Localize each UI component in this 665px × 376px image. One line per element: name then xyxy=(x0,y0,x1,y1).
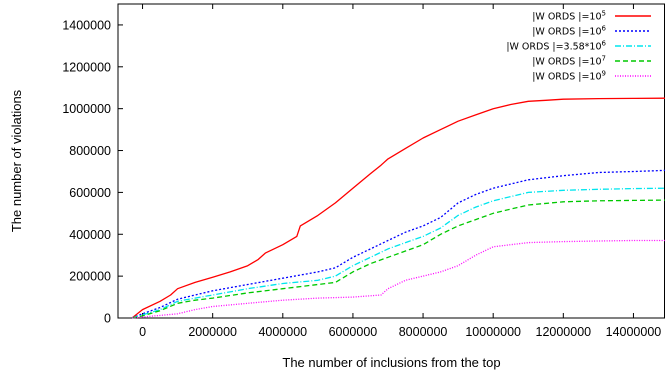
series-line-2 xyxy=(131,169,665,319)
x-tick-label: 14000000 xyxy=(606,325,662,339)
x-tick-label: 10000000 xyxy=(465,325,521,339)
x-tick-label: 2000000 xyxy=(188,325,237,339)
legend-label-3: |W ORDS |=3.58*106 xyxy=(506,40,606,53)
legend-label-text: |W ORDS |=10 xyxy=(532,57,601,68)
x-tick-label: 6000000 xyxy=(329,325,378,339)
series-line-4 xyxy=(131,199,665,319)
legend-label-exponent: 9 xyxy=(602,70,606,78)
series-line-3 xyxy=(131,187,665,319)
y-tick-label: 400000 xyxy=(69,228,111,242)
series-layer xyxy=(131,97,665,319)
legend-label-text: |W ORDS |=10 xyxy=(532,72,601,83)
legend-label-text: |W ORDS |=10 xyxy=(532,27,601,38)
y-tick-label: 1200000 xyxy=(62,60,111,74)
legend-label-exponent: 6 xyxy=(602,25,607,33)
legend-label-exponent: 6 xyxy=(602,40,607,48)
y-tick-label: 200000 xyxy=(69,270,111,284)
y-axis-label: The number of violations xyxy=(9,89,24,232)
y-tick-label: 800000 xyxy=(69,144,111,158)
y-tick-label: 0 xyxy=(104,312,111,326)
x-tick-label: 0 xyxy=(139,325,146,339)
legend-label-2: |W ORDS |=106 xyxy=(532,25,606,38)
y-tick-label: 600000 xyxy=(69,186,111,200)
legend-label-exponent: 7 xyxy=(602,55,606,63)
legend-label-exponent: 5 xyxy=(602,10,606,18)
y-tick-label: 1400000 xyxy=(62,18,111,32)
legend-label-4: |W ORDS |=107 xyxy=(532,55,606,68)
axis-ticks: 0 200000 400000 600000 800000 1000000 1200000 1… xyxy=(62,4,661,339)
legend-label-text: |W ORDS |=3.58*10 xyxy=(506,42,601,53)
x-tick-label: 12000000 xyxy=(536,325,592,339)
series-line-1 xyxy=(131,97,665,319)
x-axis-label: The number of inclusions from the top xyxy=(282,355,500,370)
x-tick-label: 8000000 xyxy=(399,325,448,339)
legend-label-5: |W ORDS |=109 xyxy=(532,70,606,83)
y-tick-label: 1000000 xyxy=(62,102,111,116)
legend: |W ORDS |=105|W ORDS |=106|W ORDS |=3.58… xyxy=(506,10,651,83)
legend-label-1: |W ORDS |=105 xyxy=(532,10,606,23)
legend-label-text: |W ORDS |=10 xyxy=(532,12,601,23)
x-tick-label: 4000000 xyxy=(258,325,307,339)
series-line-5 xyxy=(131,239,665,319)
